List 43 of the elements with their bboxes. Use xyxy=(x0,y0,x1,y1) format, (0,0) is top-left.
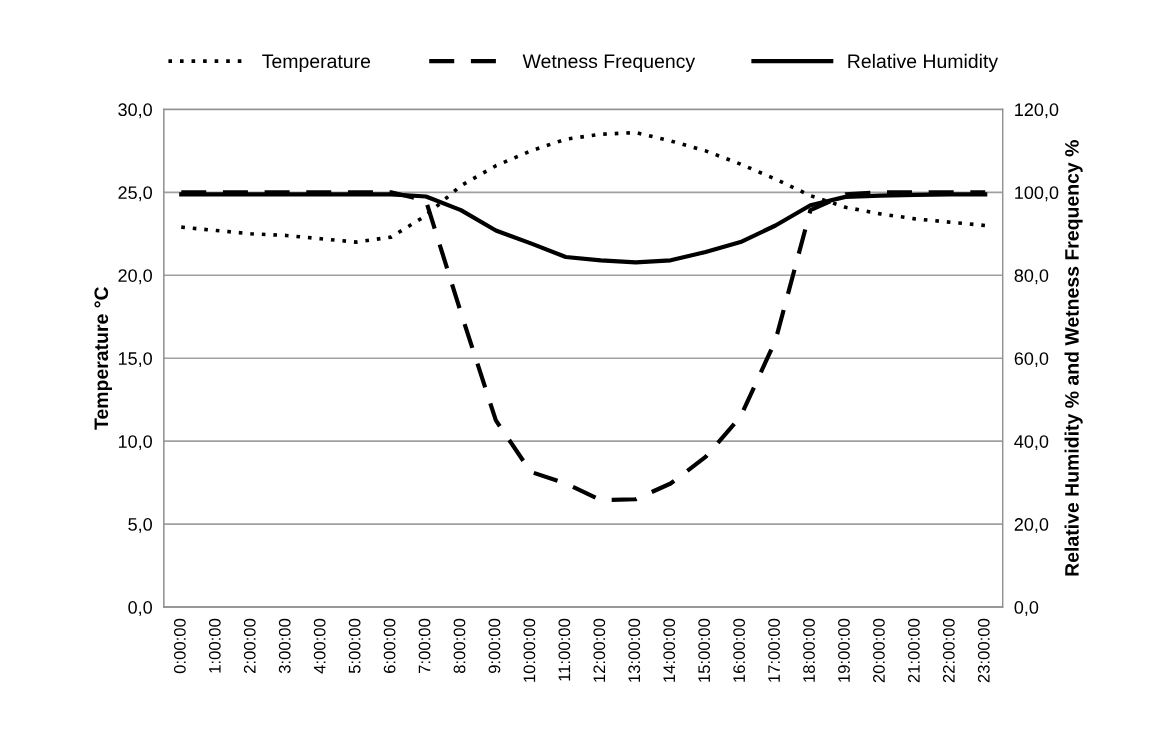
x-tick-label: 6:00:00 xyxy=(383,618,396,673)
y-tick-label: 30,0 xyxy=(118,103,152,119)
legend-label: Relative Humidity xyxy=(848,53,999,72)
x-tick-label: 19:00:00 xyxy=(838,618,850,682)
x-tick-label: 21:00:00 xyxy=(907,618,920,683)
x-tick-label: 13:00:00 xyxy=(628,618,641,682)
x-tick-label: 23:00:00 xyxy=(977,618,990,683)
y2-tick-label: 100,0 xyxy=(1015,186,1059,202)
y-tick-label: 0,0 xyxy=(128,601,152,616)
legend-label: Temperature xyxy=(262,54,371,72)
x-tick-label: 0:00:00 xyxy=(173,618,186,674)
x-tick-label: 4:00:00 xyxy=(313,618,326,674)
x-tick-label: 12:00:00 xyxy=(593,618,606,682)
y-tick-label: 5,0 xyxy=(128,518,152,533)
y-tick-label: 25,0 xyxy=(118,186,152,202)
x-tick-label: 16:00:00 xyxy=(733,618,746,682)
y2-tick-label: 40,0 xyxy=(1014,435,1049,451)
x-tick-label: 1:00:00 xyxy=(208,618,221,673)
x-tick-label: 9:00:00 xyxy=(488,618,501,674)
y2-tick-label: 120,0 xyxy=(1015,103,1059,119)
x-tick-label: 22:00:00 xyxy=(942,618,955,683)
x-tick-label: 15:00:00 xyxy=(698,618,711,682)
x-tick-label: 7:00:00 xyxy=(418,618,431,673)
y-tick-label: 20,0 xyxy=(118,269,152,285)
x-tick-label: 5:00:00 xyxy=(348,618,361,674)
x-tick-label: 10:00:00 xyxy=(523,618,536,682)
x-tick-label: 18:00:00 xyxy=(803,618,815,682)
y2-axis-title: Relative Humidity % and Wetness Frequency % xyxy=(1064,140,1083,576)
y2-tick-label: 80,0 xyxy=(1014,269,1049,285)
legend-label: Wetness Frequency xyxy=(522,54,696,72)
x-tick-label: 8:00:00 xyxy=(453,618,466,674)
x-tick-label: 14:00:00 xyxy=(663,618,676,682)
y-tick-label: 10,0 xyxy=(118,435,152,451)
y-tick-label: 15,0 xyxy=(118,352,152,368)
x-tick-label: 2:00:00 xyxy=(243,618,256,673)
y2-tick-label: 60,0 xyxy=(1014,352,1049,368)
y2-tick-label: 20,0 xyxy=(1014,518,1049,533)
x-tick-label: 20:00:00 xyxy=(873,618,885,683)
x-tick-label: 17:00:00 xyxy=(768,618,780,682)
y-axis-title: Temperature °C xyxy=(94,286,112,430)
y2-tick-label: 0,0 xyxy=(1014,601,1039,616)
x-tick-label: 11:00:00 xyxy=(558,618,571,681)
x-tick-label: 3:00:00 xyxy=(278,618,291,674)
